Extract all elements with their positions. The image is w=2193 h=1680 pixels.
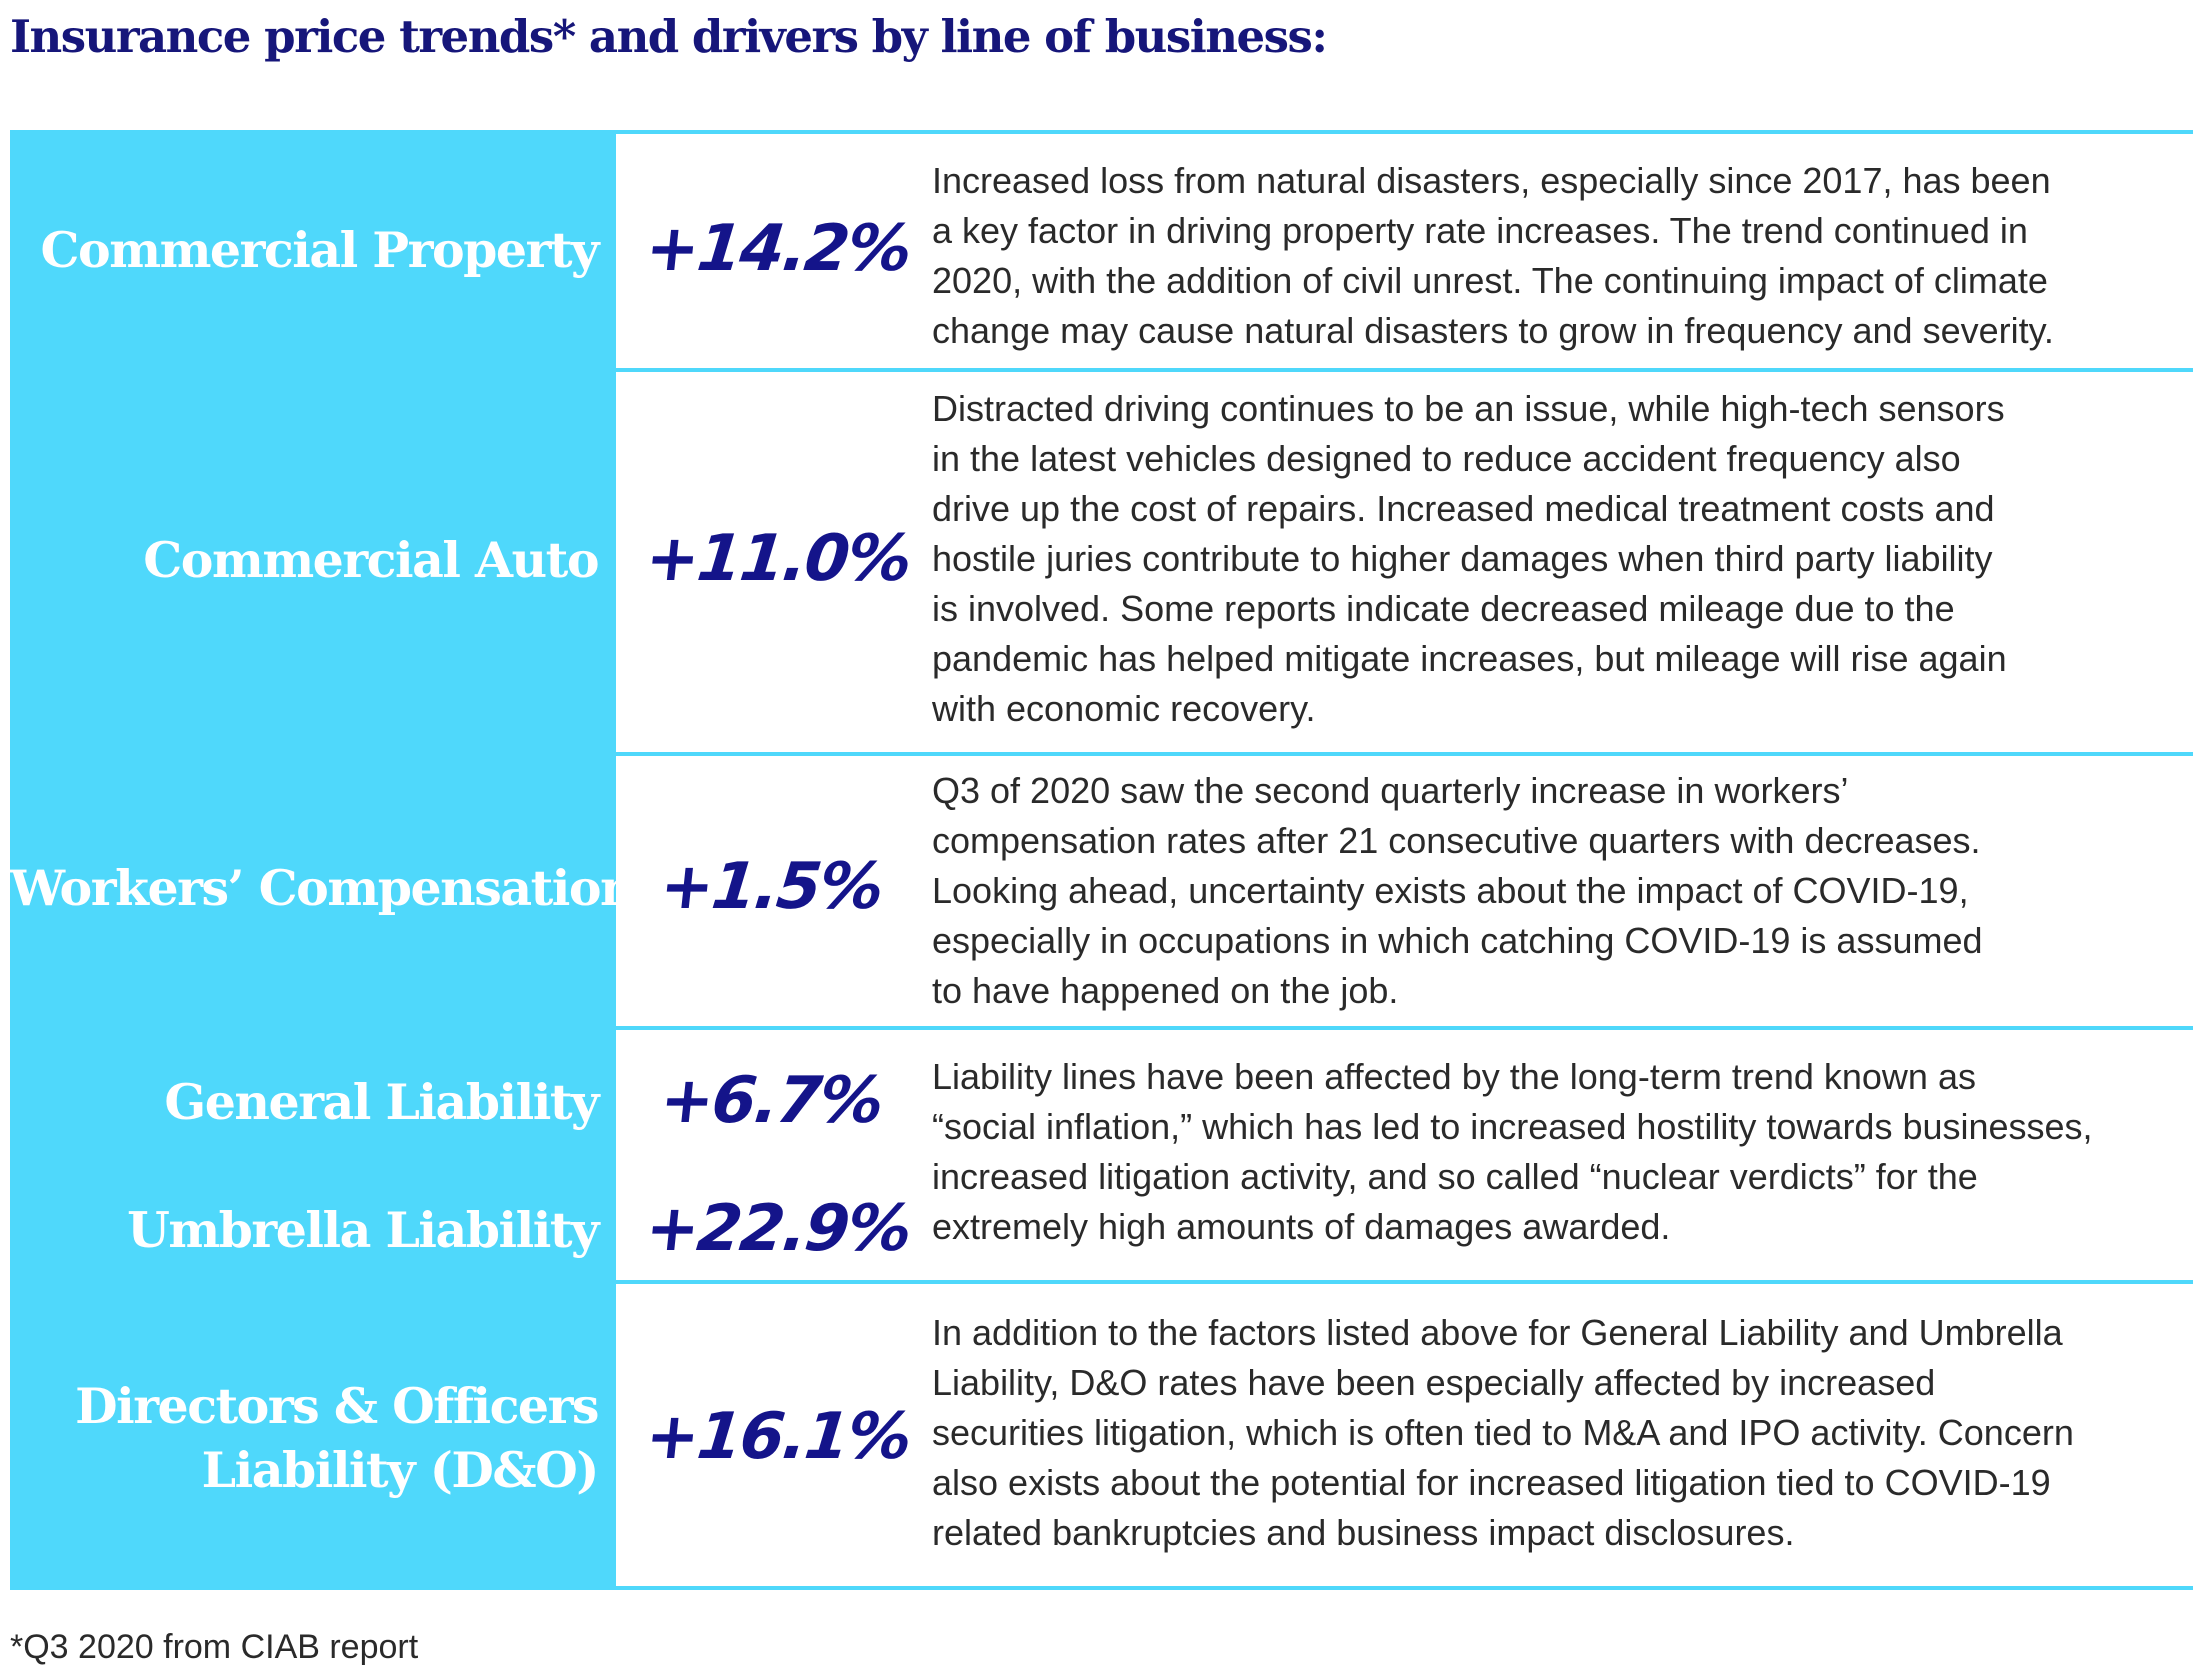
row-liability: General Liability +6.7% Umbrella Liabili… xyxy=(10,1030,2193,1280)
row-desc-workers-compensation: Q3 of 2020 saw the second quarterly incr… xyxy=(932,770,1983,1011)
table-top-divider xyxy=(616,130,2193,134)
footnote: *Q3 2020 from CIAB report xyxy=(10,1628,419,1666)
page-title: Insurance price trends* and drivers by l… xyxy=(10,10,1328,63)
row-divider xyxy=(616,368,2193,372)
row-commercial-property: Commercial Property +14.2% Increased los… xyxy=(10,130,2193,368)
row-label-directors-officers-line2: Liability (D&O) xyxy=(201,1441,600,1499)
row-label-umbrella-liability: Umbrella Liability xyxy=(127,1201,599,1259)
row-desc-commercial-auto: Distracted driving continues to be an is… xyxy=(932,388,2007,729)
row-directors-officers: Directors & Officers Liability (D&O) +16… xyxy=(10,1284,2193,1586)
row-label-commercial-auto: Commercial Auto xyxy=(143,531,599,589)
row-workers-compensation: Workers’ Compensation +1.5% Q3 of 2020 s… xyxy=(10,756,2193,1026)
row-label-directors-officers-line1: Directors & Officers xyxy=(75,1377,599,1435)
row-desc-liability: Liability lines have been affected by th… xyxy=(932,1056,2093,1247)
row-label-commercial-property: Commercial Property xyxy=(40,221,600,279)
trends-table: Commercial Property +14.2% Increased los… xyxy=(10,130,2193,1590)
row-label-general-liability: General Liability xyxy=(164,1073,599,1131)
row-value-umbrella-liability: +22.9% xyxy=(642,1192,914,1266)
row-value-workers-compensation: +1.5% xyxy=(656,850,886,924)
line-of-business-panel xyxy=(10,130,616,1590)
table-bottom-divider xyxy=(616,1586,2193,1590)
row-label-workers-compensation: Workers’ Compensation xyxy=(10,859,636,917)
row-desc-directors-officers: In addition to the factors listed above … xyxy=(932,1312,2074,1553)
row-divider xyxy=(616,752,2193,756)
row-value-directors-officers: +16.1% xyxy=(642,1400,914,1474)
row-divider xyxy=(616,1026,2193,1030)
row-value-commercial-property: +14.2% xyxy=(642,212,914,286)
row-value-commercial-auto: +11.0% xyxy=(642,522,914,596)
row-commercial-auto: Commercial Auto +11.0% Distracted drivin… xyxy=(10,372,2193,752)
row-divider xyxy=(616,1280,2193,1284)
row-desc-commercial-property: Increased loss from natural disasters, e… xyxy=(932,160,2054,351)
row-value-general-liability: +6.7% xyxy=(656,1064,886,1138)
